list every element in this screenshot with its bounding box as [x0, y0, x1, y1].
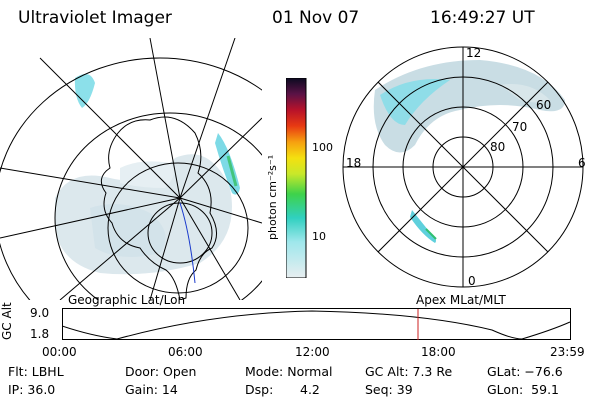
info-glon: GLon: 59.1 — [487, 382, 559, 397]
mlt-label-12: 12 — [466, 46, 482, 60]
mlt-label-0: 0 — [468, 274, 476, 288]
colorbar-tick-10: 10 — [312, 230, 326, 243]
mlat-label-80: 80 — [490, 140, 506, 154]
geographic-map — [0, 38, 262, 300]
time-tick-0000: 00:00 — [42, 345, 77, 359]
apex-coord-label: Apex MLat/MLT — [416, 293, 506, 307]
time-label: 16:49:27 UT — [430, 8, 535, 28]
antarctica-coastline — [100, 116, 217, 300]
polar-plot — [342, 46, 584, 288]
colorbar — [286, 78, 307, 278]
time-tick-2359: 23:59 — [550, 345, 585, 359]
info-gain: Gain: 14 — [125, 382, 178, 397]
time-tick-1200: 12:00 — [295, 345, 330, 359]
info-flt: Flt: LBHL — [8, 364, 64, 379]
info-gc-alt: GC Alt: 7.3 Re — [365, 364, 453, 379]
altitude-plot — [62, 308, 571, 340]
mlt-label-6: 6 — [578, 156, 586, 170]
instrument-title: Ultraviolet Imager — [18, 8, 172, 28]
colorbar-tick-100: 100 — [312, 141, 333, 154]
geo-coord-label: Geographic Lat/Lon — [68, 293, 186, 307]
info-door: Door: Open — [125, 364, 197, 379]
altitude-curve — [62, 310, 571, 340]
time-tick-0600: 06:00 — [168, 345, 203, 359]
polar-grid — [342, 46, 584, 288]
info-dsp-value: 4.2 — [300, 382, 320, 397]
info-ip: IP: 36.0 — [8, 382, 56, 397]
mlt-label-18: 18 — [346, 156, 362, 170]
mlat-label-70: 70 — [512, 120, 528, 134]
altitude-ytick-max: 9.0 — [30, 306, 50, 320]
altitude-ytick-min: 1.8 — [30, 327, 50, 341]
info-seq: Seq: 39 — [365, 382, 413, 397]
altitude-ylabel: GC Alt — [0, 302, 14, 340]
mlat-label-60: 60 — [536, 98, 552, 112]
time-tick-1800: 18:00 — [421, 345, 456, 359]
polar-uv-image — [373, 60, 565, 243]
info-mode: Mode: Normal — [245, 364, 333, 379]
info-glat: GLat: −76.6 — [487, 364, 563, 379]
colorbar-label: photon cm⁻²s⁻¹ — [266, 154, 279, 240]
info-dsp-label: Dsp: — [245, 382, 274, 397]
date-label: 01 Nov 07 — [272, 8, 360, 28]
satellite-track — [179, 202, 196, 284]
